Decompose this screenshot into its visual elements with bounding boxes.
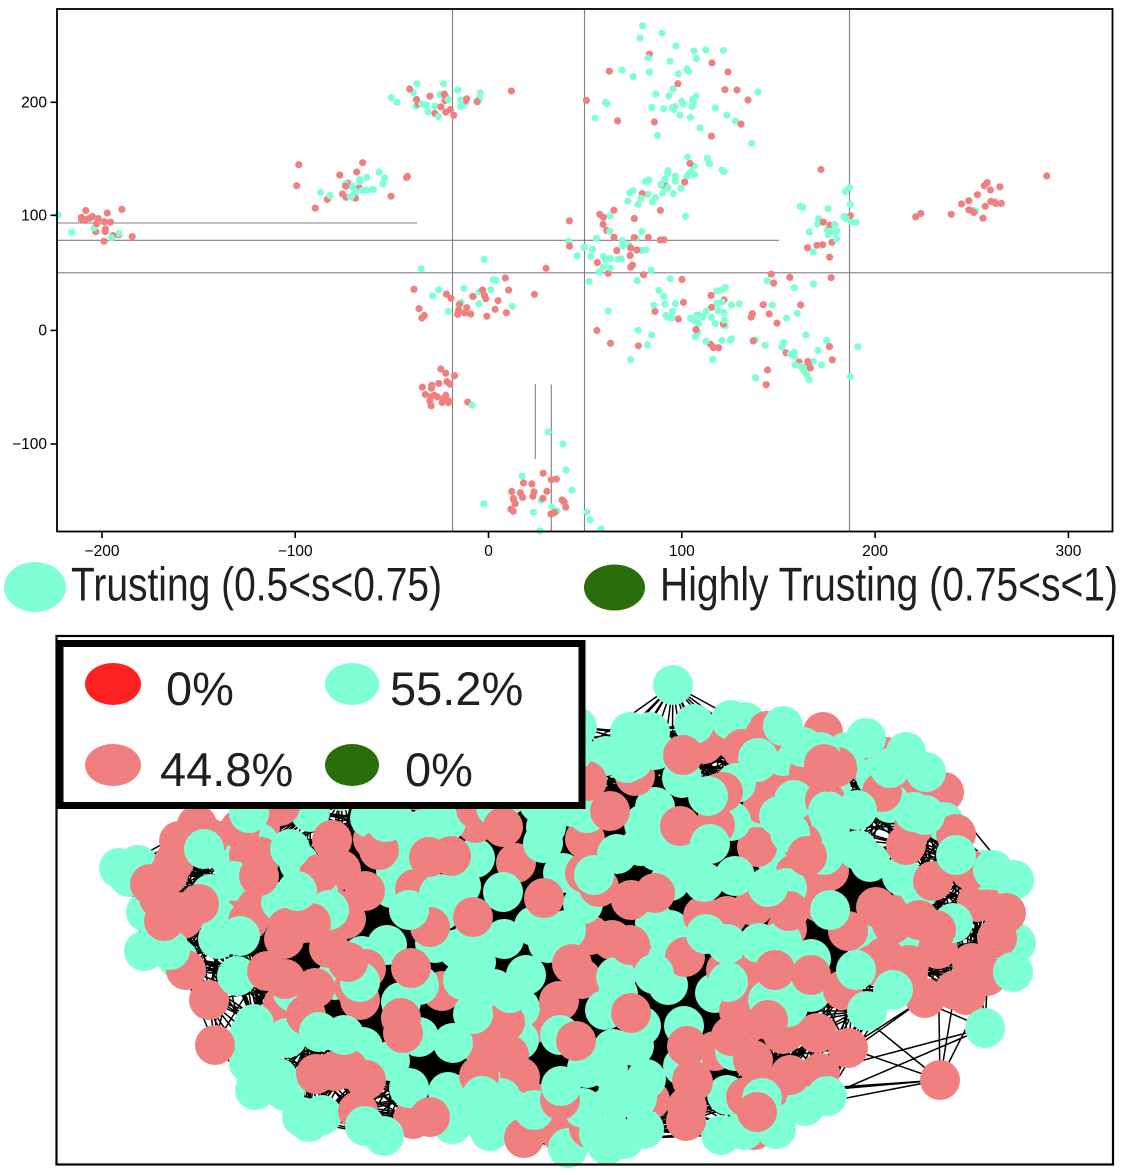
svg-text:−100: −100 xyxy=(278,543,313,560)
svg-text:0%: 0% xyxy=(405,743,473,796)
svg-text:44.8%: 44.8% xyxy=(160,743,293,796)
svg-text:0: 0 xyxy=(484,543,493,560)
svg-text:300: 300 xyxy=(1055,543,1081,560)
svg-text:0%: 0% xyxy=(166,662,234,715)
svg-text:100: 100 xyxy=(669,543,695,560)
svg-text:55.2%: 55.2% xyxy=(390,662,523,715)
svg-text:100: 100 xyxy=(21,208,47,225)
svg-text:Trusting (0.5<s<0.75): Trusting (0.5<s<0.75) xyxy=(71,558,442,611)
svg-text:−100: −100 xyxy=(12,436,47,453)
svg-text:200: 200 xyxy=(21,95,47,112)
svg-text:0: 0 xyxy=(38,323,47,340)
svg-text:Highly Trusting (0.75<s<1): Highly Trusting (0.75<s<1) xyxy=(660,558,1118,611)
svg-text:−200: −200 xyxy=(85,543,120,560)
svg-text:200: 200 xyxy=(862,543,888,560)
